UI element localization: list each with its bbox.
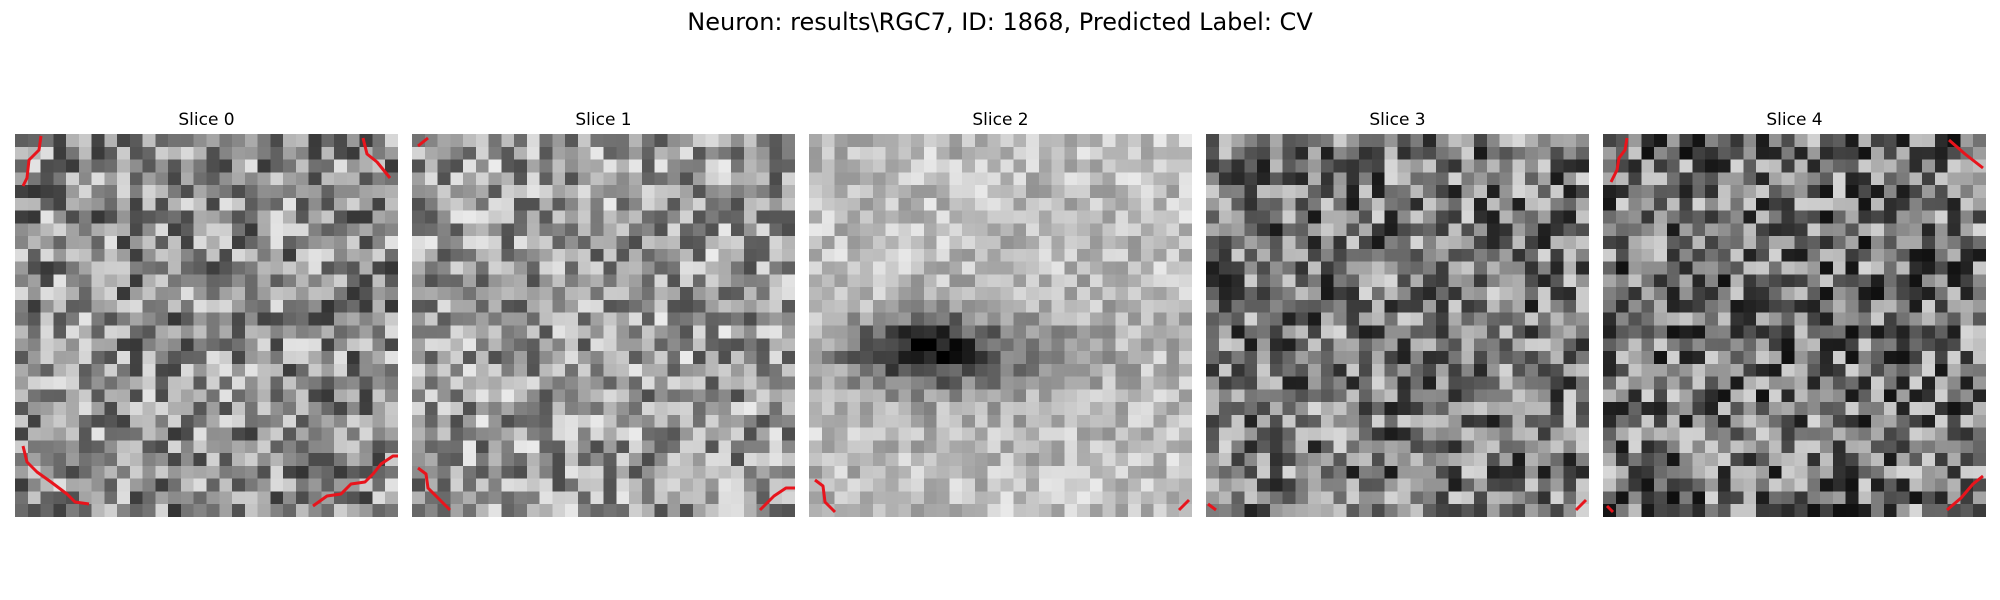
slice-image xyxy=(1206,134,1589,517)
slice-title: Slice 3 xyxy=(1369,110,1426,130)
slice-image xyxy=(1603,134,1986,517)
contour-overlay xyxy=(417,136,795,512)
contour-line xyxy=(417,466,452,512)
slice-panel-2: Slice 2 xyxy=(809,110,1192,517)
contour-line xyxy=(814,478,837,514)
slice-image xyxy=(15,134,398,517)
contour-line xyxy=(21,445,90,506)
slice-panel-1: Slice 1 xyxy=(412,110,795,517)
contour-line xyxy=(1177,498,1191,512)
contour-line xyxy=(758,486,795,512)
contour-line xyxy=(1574,498,1588,512)
contour-line xyxy=(1605,504,1615,514)
slice-panel-4: Slice 4 xyxy=(1603,110,1986,517)
contour-line xyxy=(1207,502,1217,512)
contour-line xyxy=(1609,137,1629,183)
slice-image xyxy=(412,134,795,517)
slice-title: Slice 4 xyxy=(1766,110,1823,130)
contour-line xyxy=(21,135,43,187)
contour-line xyxy=(312,454,398,508)
slice-image xyxy=(809,134,1192,517)
contour-line xyxy=(361,137,392,179)
contour-overlay xyxy=(1207,498,1588,512)
figure-title: Neuron: results\RGC7, ID: 1868, Predicte… xyxy=(687,8,1313,36)
contour-line xyxy=(417,136,429,148)
slice-title: Slice 2 xyxy=(972,110,1029,130)
slice-panel-3: Slice 3 xyxy=(1206,110,1589,517)
slice-title: Slice 0 xyxy=(178,110,235,130)
slice-title: Slice 1 xyxy=(575,110,632,130)
contour-overlay xyxy=(21,135,398,508)
contour-line xyxy=(1946,474,1984,512)
contour-overlay xyxy=(1605,137,1984,514)
contour-line xyxy=(1948,138,1984,170)
contour-overlay xyxy=(814,478,1191,514)
slice-panel-0: Slice 0 xyxy=(15,110,398,517)
